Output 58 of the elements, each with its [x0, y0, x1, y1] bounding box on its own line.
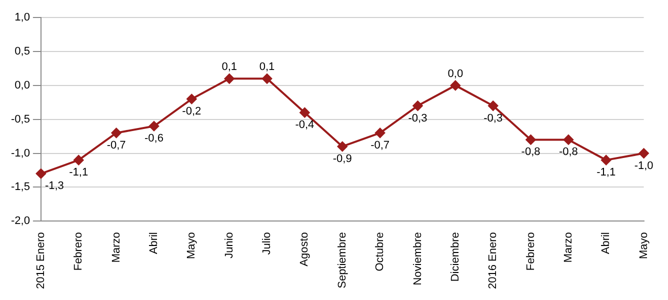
y-tick-label: 0,5: [14, 46, 30, 58]
data-label: -0,2: [182, 106, 202, 118]
point: [148, 121, 159, 132]
x-tick-label: Octubre: [374, 232, 386, 272]
point: [526, 134, 536, 145]
x-tick-label: Septiembre: [336, 232, 348, 288]
data-label: 0,1: [222, 61, 237, 74]
point: [36, 168, 46, 179]
x-tick-label: Diciembre: [449, 232, 462, 282]
x-tick-label: Junio: [223, 232, 236, 258]
x-tick-label: Noviembre: [412, 232, 424, 286]
y-tick-label: -1,0: [10, 147, 30, 160]
x-tick-label: Abril: [600, 232, 612, 254]
y-tick-label: -1,5: [10, 181, 30, 194]
x-tick-label: Marzo: [562, 232, 574, 263]
y-tick-label: -0,5: [10, 113, 30, 126]
point: [412, 100, 423, 111]
y-tick-label: -2,0: [10, 215, 30, 228]
y-tick-label: 1,0: [14, 12, 30, 24]
data-label: -1,1: [596, 166, 616, 179]
data-label: -0,9: [332, 153, 352, 166]
data-label: 0,0: [448, 68, 464, 80]
x-tick-label: 2015 Enero: [34, 232, 47, 290]
data-label: -0,7: [370, 139, 390, 152]
point: [337, 141, 348, 152]
data-label: 0,1: [259, 61, 275, 74]
data-label: -0,3: [408, 112, 428, 124]
data-label: -0,8: [521, 146, 540, 158]
x-tick-label: Febrero: [72, 232, 85, 271]
point: [74, 155, 84, 166]
point: [375, 128, 386, 138]
x-tick-label: Marzo: [110, 232, 122, 263]
data-label: -0,8: [558, 146, 578, 158]
data-label: -0,6: [144, 132, 164, 145]
data-label: -0,7: [106, 139, 126, 152]
point: [563, 134, 574, 145]
x-tick-label: Mayo: [638, 232, 650, 260]
x-tick-label: Julio: [261, 232, 274, 255]
point: [300, 108, 310, 118]
data-label: -0,3: [484, 112, 503, 124]
x-tick-label: Abril: [148, 232, 160, 254]
point: [111, 128, 122, 138]
point: [450, 80, 460, 90]
x-tick-label: 2016 Enero: [487, 232, 500, 290]
data-label: -0,4: [295, 119, 314, 132]
point: [638, 148, 649, 158]
point: [262, 74, 272, 84]
data-label: -1,0: [634, 160, 654, 172]
x-tick-label: Mayo: [186, 232, 198, 260]
point: [224, 74, 234, 84]
data-label: -1,3: [44, 180, 64, 192]
x-tick-label: Agosto: [298, 232, 311, 266]
point: [186, 94, 197, 104]
point: [601, 155, 612, 166]
data-label: -1,1: [69, 166, 88, 179]
point: [488, 100, 498, 111]
x-tick-label: Febrero: [524, 232, 537, 271]
y-tick-label: 0,0: [14, 79, 30, 92]
